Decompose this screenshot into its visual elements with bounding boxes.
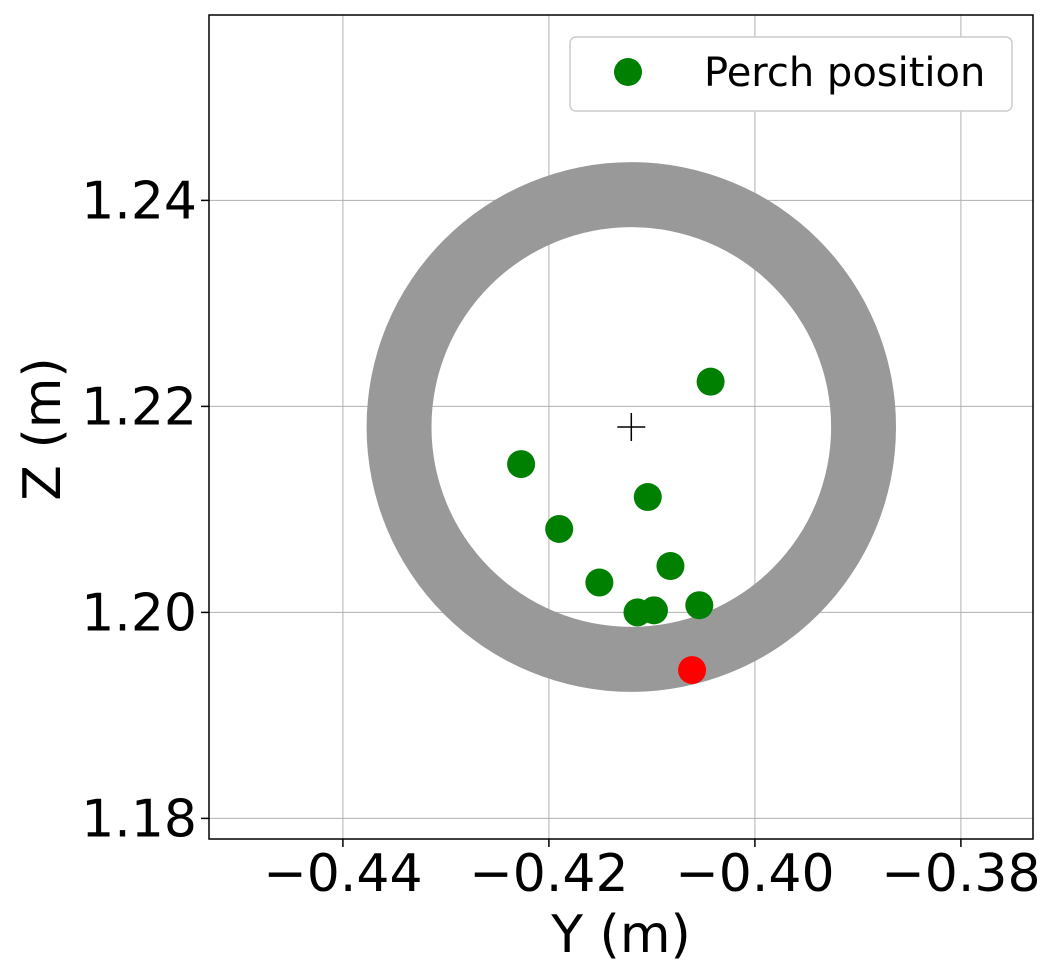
- legend-box: [569, 36, 1013, 112]
- y-axis-label: Z (m): [13, 357, 73, 500]
- highlight-point: [678, 656, 707, 685]
- x-tick-label: −0.40: [675, 844, 834, 904]
- legend: Perch position: [569, 36, 1013, 112]
- legend-marker: [614, 58, 642, 86]
- y-tick-label: 1.20: [81, 583, 197, 643]
- perch-point: [507, 450, 536, 479]
- x-tick-label: −0.38: [881, 844, 1040, 904]
- x-tick-label: −0.44: [263, 844, 422, 904]
- plot-frame: [208, 14, 1034, 840]
- perch-point: [656, 552, 685, 581]
- y-tick-label: 1.24: [81, 171, 197, 231]
- grid-lines: [209, 15, 1033, 839]
- y-tick-label: 1.22: [81, 377, 197, 437]
- x-axis-label: Y (m): [550, 905, 691, 965]
- x-tick-label: −0.42: [469, 844, 628, 904]
- y-tick-label: 1.18: [81, 789, 197, 849]
- perch-point: [696, 367, 725, 396]
- perch-point: [585, 568, 614, 597]
- perch-point: [633, 483, 662, 512]
- perch-point: [639, 596, 668, 625]
- center-marker: [617, 413, 646, 441]
- data-points: [507, 367, 725, 685]
- legend-label: Perch position: [704, 50, 985, 96]
- perch-point: [685, 591, 714, 620]
- axis-ticks: −0.44 −0.42 −0.40 −0.38 1.18 1.20 1.22 1.24: [81, 171, 1040, 904]
- perch-point: [545, 514, 574, 543]
